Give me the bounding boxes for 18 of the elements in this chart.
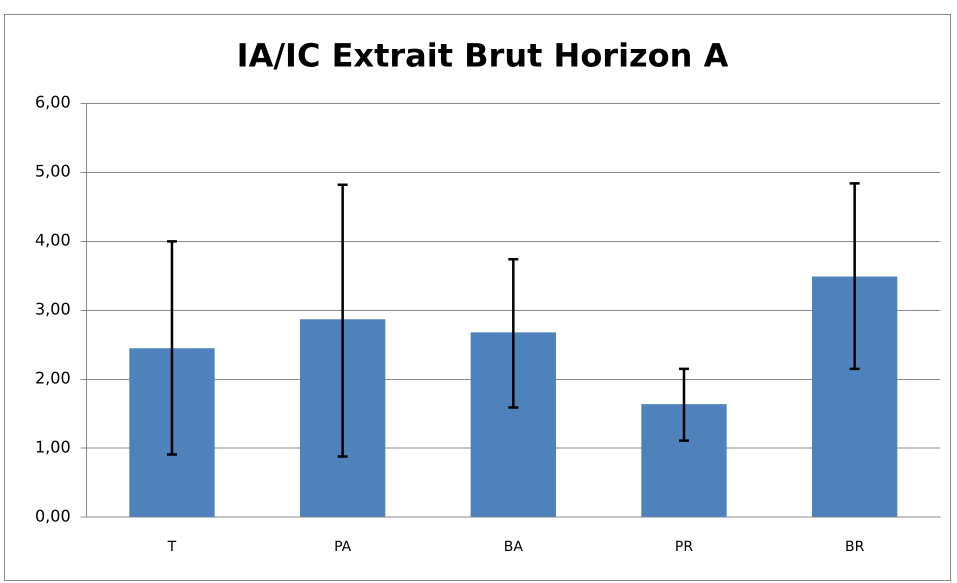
- y-tick-label: 2,00: [35, 368, 71, 388]
- bar: [641, 404, 727, 517]
- y-tick-label: 6,00: [35, 92, 71, 112]
- y-tick-label: 1,00: [35, 437, 71, 456]
- y-tick-label: 5,00: [35, 162, 71, 181]
- chart-title: IA/IC Extrait Brut Horizon A: [236, 36, 729, 75]
- x-tick-label: PA: [334, 539, 352, 556]
- x-tick-label: PR: [674, 539, 694, 556]
- y-tick-label: 4,00: [35, 230, 71, 250]
- x-tick-label: T: [166, 539, 177, 556]
- bar: [470, 332, 556, 517]
- x-tick-label: BA: [504, 539, 524, 556]
- bar: [129, 348, 215, 517]
- x-tick-label: BR: [844, 539, 865, 556]
- y-tick-label: 3,00: [35, 299, 71, 318]
- y-tick-label: 0,00: [35, 506, 71, 526]
- bar: [812, 276, 898, 517]
- bar: [300, 319, 386, 517]
